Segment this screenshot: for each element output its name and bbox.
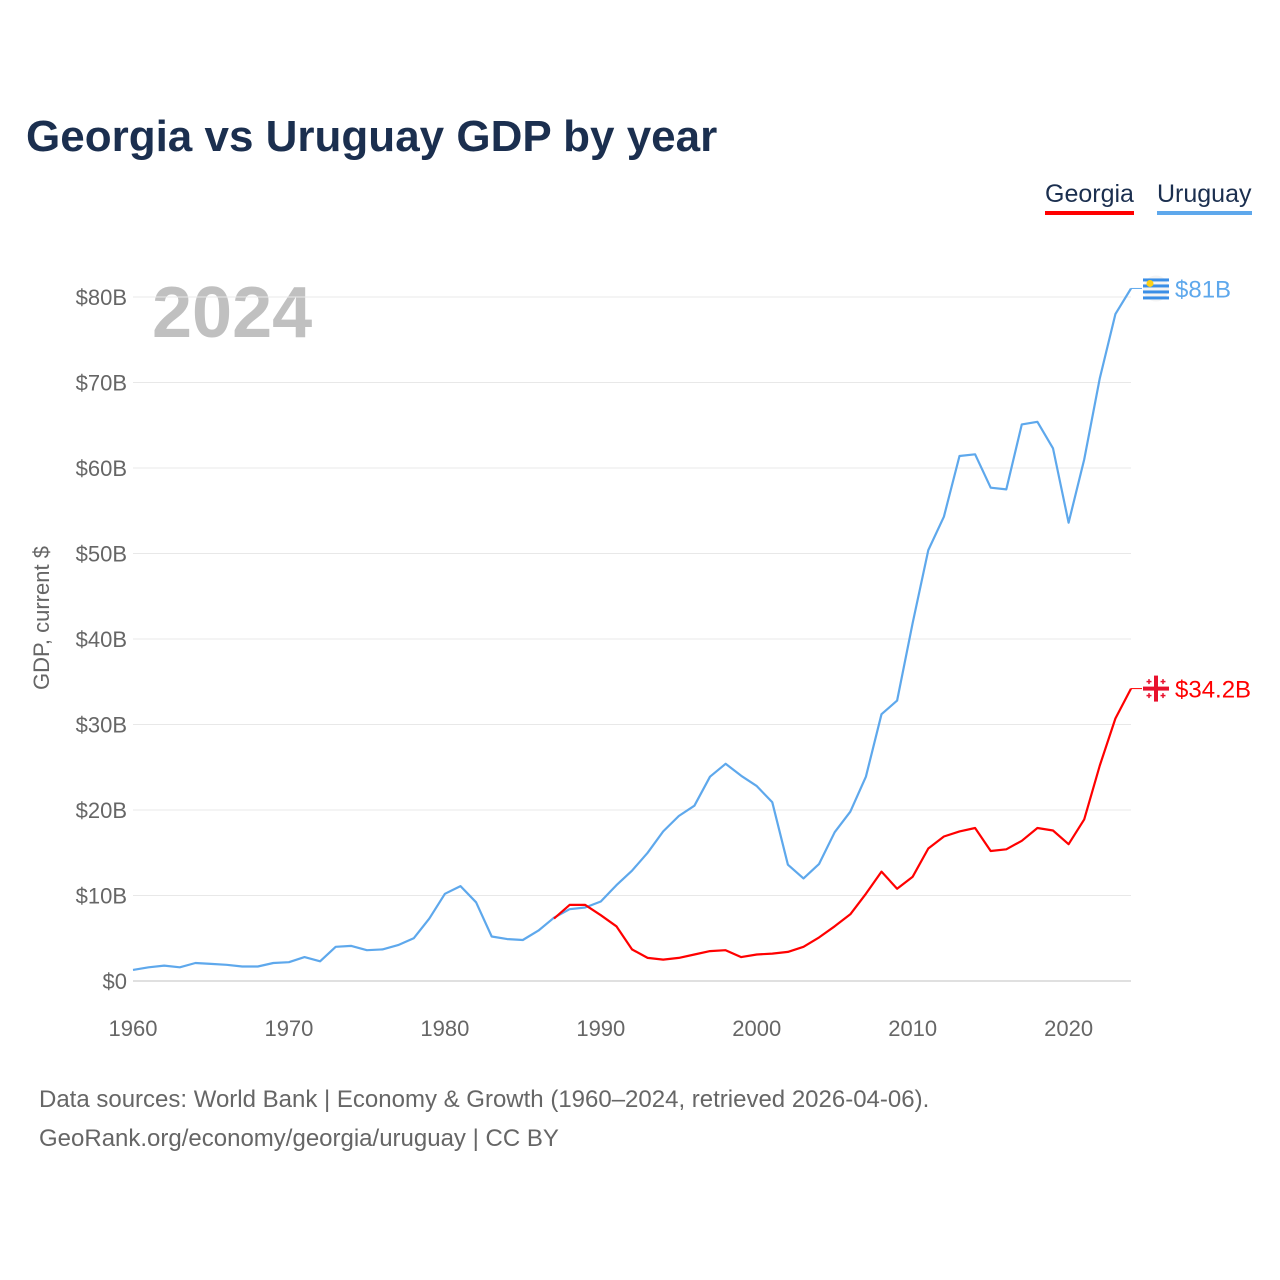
end-value-label: $34.2B [1175, 677, 1251, 704]
flag-small-cross [1148, 693, 1150, 699]
y-tick-label: $0 [103, 969, 127, 994]
flag-small-cross [1162, 693, 1164, 699]
year-label: 2024 [152, 273, 313, 353]
flag-stripe [1143, 284, 1169, 288]
flag-stripe [1143, 278, 1169, 282]
x-tick-label: 1990 [576, 1016, 625, 1041]
x-tick-label: 1970 [264, 1016, 313, 1041]
series-line-georgia [553, 688, 1132, 961]
x-tick-label: 2020 [1044, 1016, 1093, 1041]
y-tick-label: $70B [76, 371, 127, 396]
y-tick-label: $40B [76, 627, 127, 652]
flag-stripe [1143, 290, 1169, 294]
y-tick-label: $30B [76, 713, 127, 738]
x-tick-label: 2010 [888, 1016, 937, 1041]
x-tick-label: 1960 [109, 1016, 158, 1041]
y-tick-label: $80B [76, 285, 127, 310]
legend-georgia[interactable]: Georgia [1045, 180, 1134, 215]
source-link[interactable]: GeoRank.org/economy/georgia/uruguay | CC… [39, 1125, 559, 1152]
y-tick-label: $60B [76, 456, 127, 481]
y-tick-label: $10B [76, 884, 127, 909]
end-value-label: $81B [1175, 276, 1231, 303]
x-tick-label: 1980 [420, 1016, 469, 1041]
flag-small-cross [1162, 679, 1164, 685]
x-tick-label: 2000 [732, 1016, 781, 1041]
series-line-uruguay [132, 287, 1132, 971]
y-tick-label: $50B [76, 542, 127, 567]
flag-cross [1154, 675, 1158, 702]
chart-title: Georgia vs Uruguay GDP by year [26, 112, 718, 161]
source-note: Data sources: World Bank | Economy & Gro… [39, 1086, 930, 1113]
flag-small-cross [1148, 679, 1150, 685]
legend-uruguay[interactable]: Uruguay [1157, 180, 1252, 215]
flag-sun [1146, 279, 1154, 287]
flag-stripe [1143, 296, 1169, 300]
y-tick-label: $20B [76, 798, 127, 823]
